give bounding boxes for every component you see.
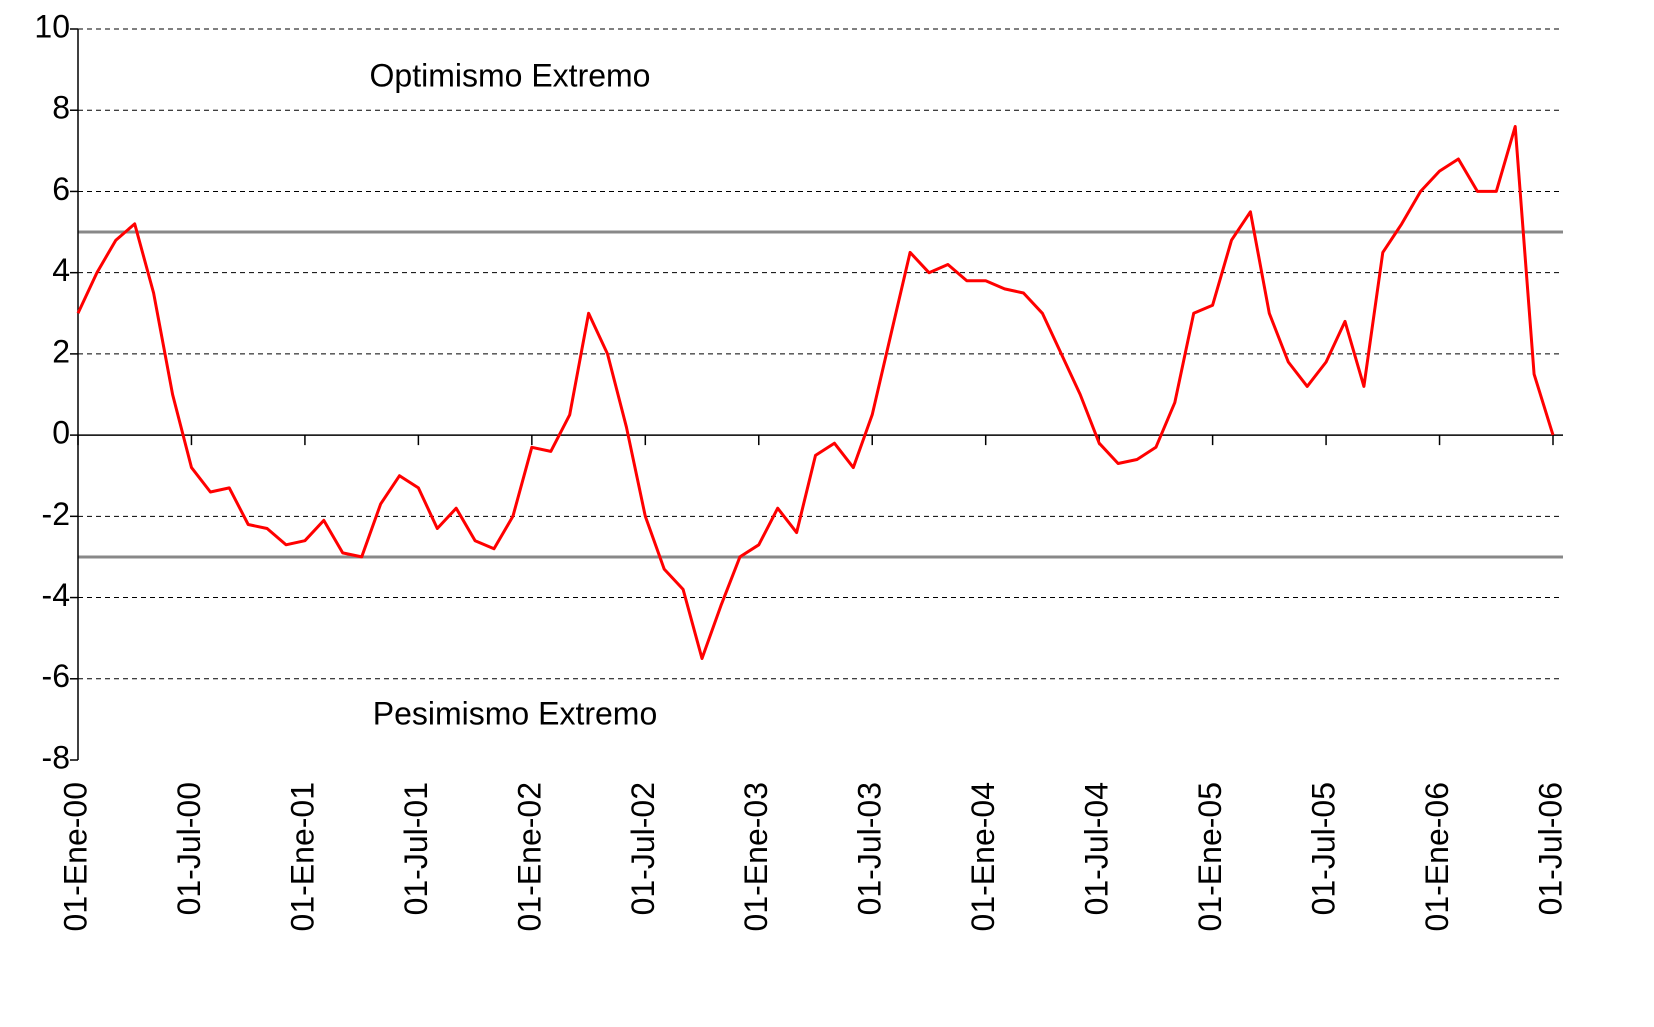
x-tick-label: 01-Jul-02 [625, 782, 661, 915]
x-tick-label: 01-Jul-04 [1079, 782, 1115, 915]
x-tick-label: 01-Jul-06 [1532, 782, 1568, 915]
x-tick-label: 01-Ene-03 [738, 782, 774, 931]
y-tick-label: -8 [42, 739, 70, 775]
y-tick-label: -2 [42, 496, 70, 532]
annotation: Pesimismo Extremo [373, 695, 658, 731]
chart: Optimismo Extremo Pesimismo Extremo -8 -6… [0, 0, 1654, 1027]
x-tick-label: 01-Jul-03 [852, 782, 888, 915]
y-tick-label: -4 [42, 577, 70, 613]
x-tick-label: 01-Ene-00 [57, 782, 93, 931]
x-tick-label: 01-Ene-06 [1419, 782, 1455, 931]
x-tick-label: 01-Ene-02 [511, 782, 547, 931]
annotation: Optimismo Extremo [370, 57, 651, 93]
x-tick-label: 01-Ene-05 [1192, 782, 1228, 931]
y-tick-label: 8 [52, 90, 70, 126]
x-tick-label: 01-Jul-00 [171, 782, 207, 915]
x-tick-label: 01-Jul-01 [398, 782, 434, 915]
x-tick-label: 01-Ene-01 [284, 782, 320, 931]
y-tick-label: -6 [42, 658, 70, 694]
y-tick-label: 0 [52, 415, 70, 451]
y-tick-label: 10 [34, 8, 70, 44]
page: {"chart_data": {"type": "line", "annotat… [0, 0, 1654, 1027]
y-tick-label: 4 [52, 252, 70, 288]
data-line [78, 127, 1553, 659]
x-tick-label: 01-Ene-04 [965, 782, 1001, 931]
y-tick-label: 2 [52, 333, 70, 369]
x-tick-label: 01-Jul-05 [1306, 782, 1342, 915]
y-tick-label: 6 [52, 171, 70, 207]
